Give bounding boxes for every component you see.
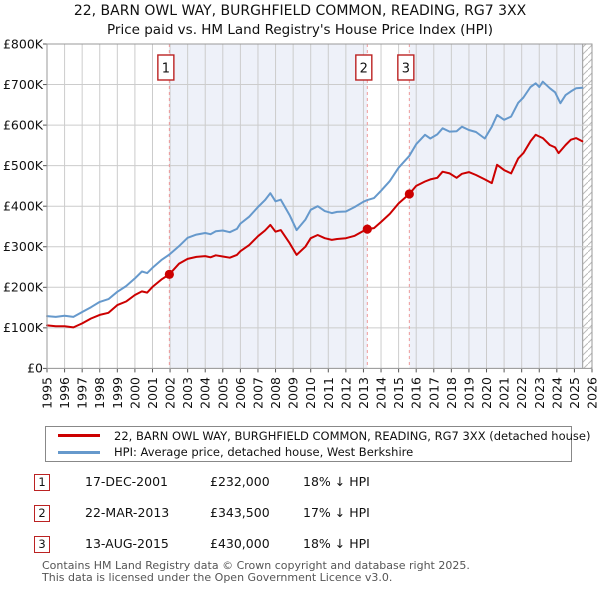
- sales-table: 1 17-DEC-2001 £232,000 18% ↓ HPI 2 22-MA…: [34, 472, 574, 565]
- x-axis-year-label: 2010: [303, 377, 318, 409]
- series-line: [46, 133, 584, 329]
- y-axis-price-label: £200K: [3, 280, 44, 295]
- y-axis-price-label: £300K: [3, 239, 44, 254]
- sale-row-1: 1 17-DEC-2001 £232,000 18% ↓ HPI: [34, 472, 574, 503]
- x-axis-year-label: 2020: [479, 377, 494, 409]
- sale-point-dots: [164, 189, 414, 279]
- x-axis-year-label: 2019: [461, 377, 476, 409]
- x-axis-year-label: 1999: [110, 377, 125, 409]
- x-axis-year-label: 2009: [286, 377, 301, 409]
- data-series-lines: [46, 80, 584, 329]
- hpi-line-swatch: [58, 450, 100, 454]
- series-line: [46, 80, 584, 318]
- sale-number-markers: 1 2 3: [157, 54, 415, 81]
- x-axis-year-label: 2016: [409, 377, 424, 409]
- sale-marker-box-1: [157, 54, 175, 81]
- x-axis-year-label: 2022: [514, 377, 529, 409]
- sale-vs-hpi: 17% ↓ HPI: [303, 505, 370, 520]
- x-axis-year-label: 2000: [127, 377, 142, 409]
- y-axis-price-label: £400K: [3, 199, 44, 214]
- sale-marker-number: 2: [360, 62, 368, 77]
- y-axis-price-label: £600K: [3, 117, 44, 132]
- x-axis-year-label: 2023: [532, 377, 547, 409]
- sale-dot: [362, 224, 372, 234]
- legend: 22, BARN OWL WAY, BURGHFIELD COMMON, REA…: [45, 426, 590, 462]
- x-axis-year-label: 2021: [497, 377, 512, 409]
- x-axis-year-label: 2018: [444, 377, 459, 409]
- sale-date: 13-AUG-2015: [85, 536, 169, 551]
- sale-vs-hpi: 18% ↓ HPI: [303, 536, 370, 551]
- sale-date: 22-MAR-2013: [85, 505, 170, 520]
- x-axis-year-label: 2007: [250, 377, 265, 409]
- y-axis-price-label: £0: [27, 361, 43, 376]
- legend-item-property: 22, BARN OWL WAY, BURGHFIELD COMMON, REA…: [46, 428, 590, 443]
- y-axis-price-label: £500K: [3, 158, 44, 173]
- sale-marker-box-2: [355, 54, 373, 81]
- sale-number-badge: 3: [34, 536, 50, 553]
- page-subtitle: Price paid vs. HM Land Registry's House …: [107, 22, 493, 38]
- footer-line-1: Contains HM Land Registry data © Crown c…: [42, 559, 470, 572]
- license-footer: Contains HM Land Registry data © Crown c…: [42, 560, 598, 583]
- x-axis-year-label: 2015: [391, 377, 406, 409]
- price-chart: 1995 1996 1997 1998 1999 2000 2001 2002 2003 2004…: [3, 36, 600, 409]
- x-axis-year-label: 2002: [163, 377, 178, 409]
- legend-item-hpi: HPI: Average price, detached house, West…: [46, 445, 571, 460]
- x-axis-year-label: 2004: [198, 377, 213, 409]
- x-axis-year-label: 2025: [567, 377, 582, 409]
- x-axis-year-label: 1996: [57, 377, 72, 409]
- sale-marker-number: 1: [162, 62, 170, 77]
- sale-price: £430,000: [210, 536, 270, 551]
- plot-frame: [46, 43, 593, 369]
- x-axis-year-label: 2014: [374, 377, 389, 409]
- legend-label-property: 22, BARN OWL WAY, BURGHFIELD COMMON, REA…: [114, 428, 591, 443]
- x-axis-year-label: 2006: [233, 377, 248, 409]
- footer-line-2: This data is licensed under the Open Gov…: [42, 570, 393, 584]
- sale-price: £232,000: [210, 474, 270, 489]
- x-axis-year-label: 1997: [75, 377, 90, 409]
- x-axis-year-label: 1998: [92, 377, 107, 409]
- sale-marker-number: 3: [402, 62, 410, 77]
- y-axis-price-label: £700K: [3, 77, 44, 92]
- property-line-swatch: [58, 434, 100, 438]
- x-axis-year-label: 2013: [356, 377, 371, 409]
- x-axis-year-label: 2024: [549, 377, 564, 409]
- sale-dot: [404, 189, 414, 199]
- sale-row-3: 3 13-AUG-2015 £430,000 18% ↓ HPI: [34, 534, 574, 565]
- legend-label-hpi: HPI: Average price, detached house, West…: [114, 445, 414, 460]
- sale-dashed-lines: [168, 44, 410, 369]
- x-axis-year-label: 2001: [145, 377, 160, 409]
- sale-number-badge: 2: [34, 505, 50, 522]
- sale-marker-box-3: [397, 54, 415, 81]
- x-axis-year-label: 2026: [585, 377, 600, 409]
- x-axis-year-label: 2003: [180, 377, 195, 409]
- axis-labels: 1995 1996 1997 1998 1999 2000 2001 2002 2003 2004…: [3, 36, 600, 409]
- sale-number-badge: 1: [34, 474, 50, 491]
- y-axis-price-label: £100K: [3, 320, 44, 335]
- x-axis-year-label: 1995: [40, 377, 55, 409]
- x-axis-year-label: 2005: [215, 377, 230, 409]
- sale-date: 17-DEC-2001: [85, 474, 168, 489]
- sale-row-2: 2 22-MAR-2013 £343,500 17% ↓ HPI: [34, 503, 574, 534]
- page-title: 22, BARN OWL WAY, BURGHFIELD COMMON, REA…: [73, 3, 527, 19]
- sale-vs-hpi: 18% ↓ HPI: [303, 474, 370, 489]
- x-axis-year-label: 2012: [338, 377, 353, 409]
- x-axis-year-label: 2017: [426, 377, 441, 409]
- sale-price: £343,500: [210, 505, 270, 520]
- y-axis-price-label: £800K: [3, 36, 44, 51]
- x-axis-year-label: 2011: [321, 377, 336, 409]
- sale-dot: [164, 269, 174, 279]
- x-axis-year-label: 2008: [268, 377, 283, 409]
